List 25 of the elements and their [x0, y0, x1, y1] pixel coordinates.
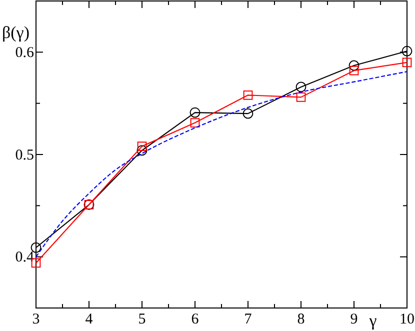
point [190, 107, 200, 118]
point [137, 142, 147, 151]
x-tick-label: 5 [138, 311, 146, 328]
x-tick-label: 9 [350, 311, 358, 328]
y-tick-label: 0.6 [15, 44, 34, 61]
point [349, 66, 359, 76]
point [242, 108, 254, 119]
x-tick-label: 8 [297, 311, 305, 328]
point [243, 90, 253, 100]
x-tick-label: 3 [32, 311, 40, 328]
x-tick-label: 7 [244, 311, 252, 328]
x-tick-label: 6 [191, 311, 200, 328]
y-tick-label: 0.5 [15, 147, 34, 164]
y-axis-title: β(γ) [2, 23, 30, 42]
point [402, 58, 412, 68]
point [190, 118, 200, 128]
x-axis-title: γ [368, 311, 378, 330]
x-tick-label: 4 [85, 311, 94, 328]
point [348, 60, 360, 71]
point [30, 242, 42, 253]
point [296, 92, 306, 102]
point [136, 145, 148, 156]
y-tick-label: 0.4 [15, 250, 34, 266]
x-tick-label: 10 [400, 311, 414, 328]
point [296, 82, 306, 92]
